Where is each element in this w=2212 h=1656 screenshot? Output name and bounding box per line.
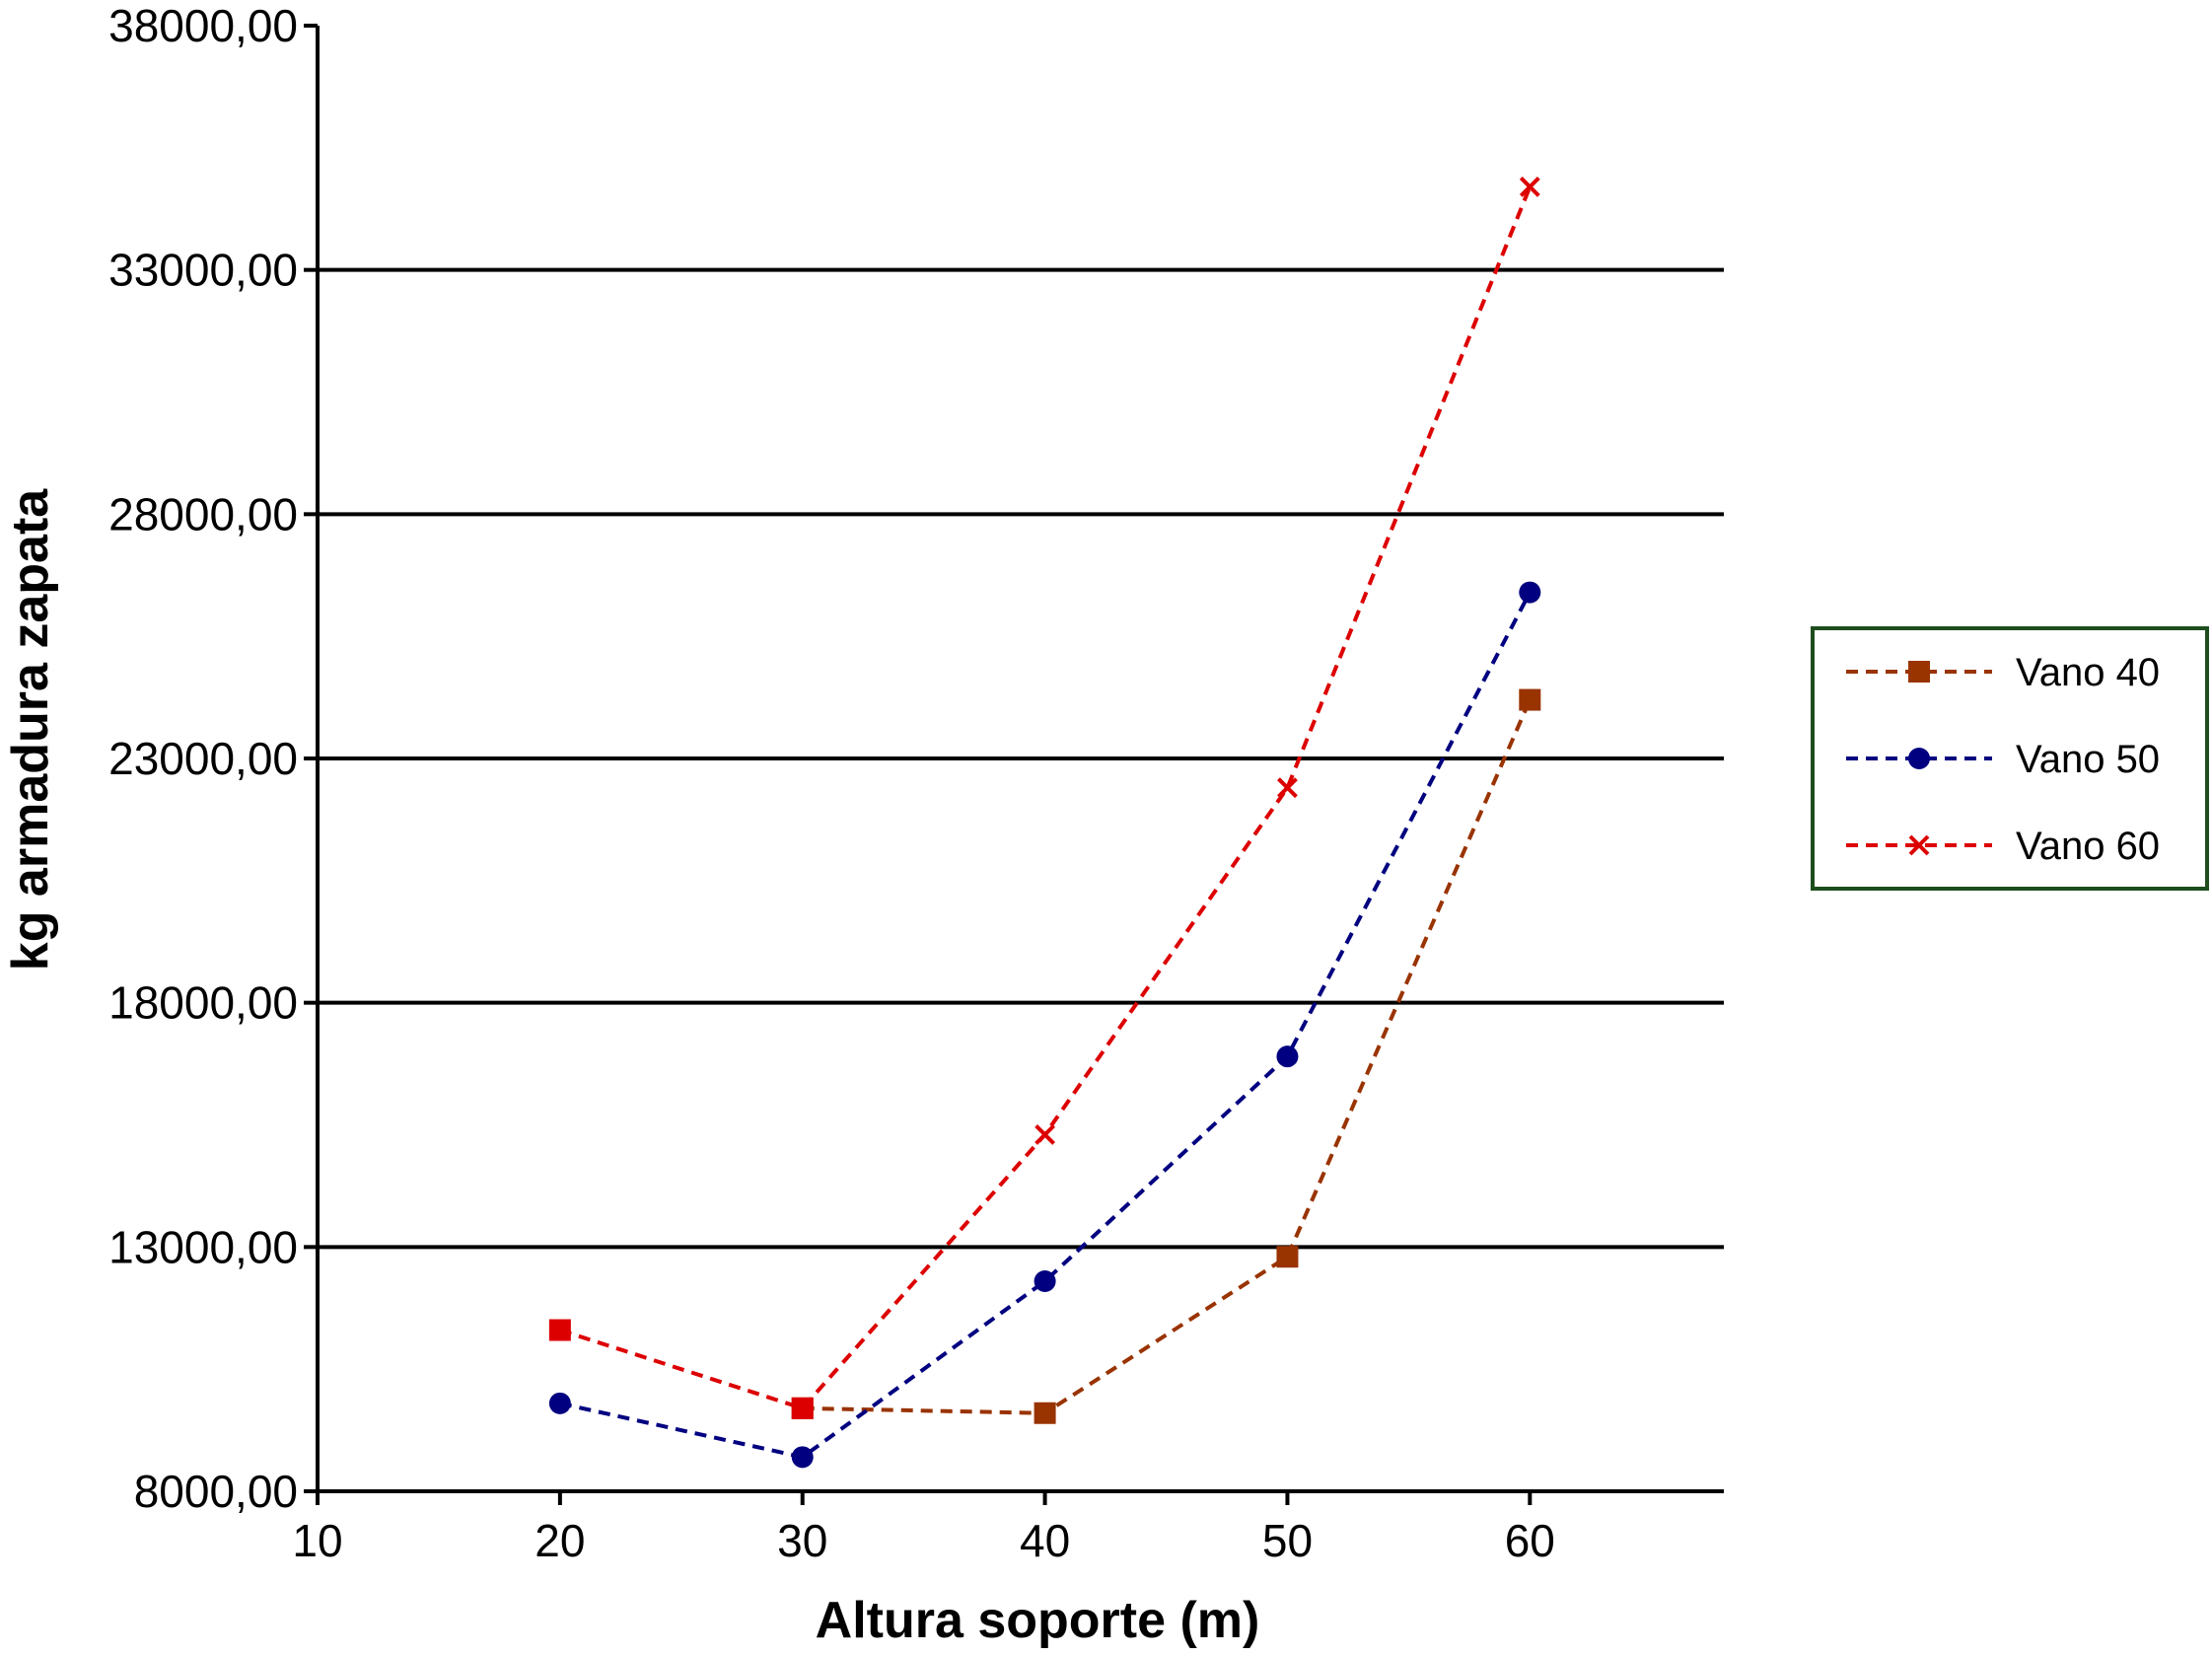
- x-tick-label: 60: [1505, 1515, 1555, 1566]
- y-tick-label: 38000,00: [108, 0, 298, 51]
- series-line-vano-40: [802, 698, 1533, 1415]
- data-point-vano-50: [548, 1392, 571, 1414]
- y-tick-label: 33000,00: [108, 245, 298, 296]
- axes: 8000,00 13000,00 18000,00 23000,00 28000,00 3…: [108, 0, 1724, 1566]
- legend-item-vano-60: Vano 60: [1846, 825, 2160, 868]
- x-tick-label: 40: [1020, 1515, 1070, 1566]
- data-point-vano-60: [1519, 177, 1540, 197]
- y-tick-label: 28000,00: [108, 488, 298, 540]
- y-tick-label: 18000,00: [108, 977, 298, 1029]
- x-tick-label: 30: [777, 1515, 827, 1566]
- x-axis-title: Altura soporte (m): [816, 1592, 1260, 1649]
- data-point-vano-40: [1519, 688, 1541, 711]
- legend-box: [1811, 626, 2209, 891]
- legend-marker: [1908, 748, 1930, 769]
- x-tick-label: 50: [1262, 1515, 1313, 1566]
- data-point-vano-60-square: [548, 1319, 571, 1341]
- legend-label: Vano 50: [2016, 738, 2160, 781]
- legend-marker: [1908, 834, 1930, 856]
- data-point-vano-40: [1276, 1246, 1299, 1268]
- data-point-vano-60: [1277, 777, 1298, 799]
- data-point-vano-40: [1034, 1402, 1056, 1424]
- legend-label: Vano 60: [2016, 825, 2160, 868]
- y-axis-title: kg armadura zapata: [2, 488, 59, 971]
- legend: Vano 40 Vano 50 Vano 60: [1811, 626, 2209, 891]
- x-tick-label: 10: [292, 1515, 342, 1566]
- legend-item-vano-50: Vano 50: [1846, 738, 2160, 781]
- data-point-vano-50: [791, 1446, 814, 1469]
- data-point-vano-50: [1276, 1045, 1299, 1068]
- y-tick-label: 13000,00: [108, 1221, 298, 1272]
- gridlines: [318, 267, 1724, 1250]
- x-tick-label: 20: [535, 1515, 585, 1566]
- series-layer: [548, 177, 1541, 1469]
- legend-label: Vano 40: [2016, 651, 2160, 694]
- data-point-vano-60: [1035, 1123, 1056, 1145]
- series-line-vano-50: [559, 591, 1533, 1460]
- legend-item-vano-40: Vano 40: [1846, 651, 2160, 694]
- y-tick-label: 8000,00: [134, 1466, 298, 1517]
- data-point-vano-60-square: [791, 1397, 814, 1419]
- data-point-vano-50: [1034, 1270, 1056, 1293]
- legend-marker: [1908, 661, 1930, 683]
- data-point-vano-50: [1519, 581, 1541, 604]
- series-line-vano-60: [559, 185, 1533, 1411]
- y-tick-label: 23000,00: [108, 733, 298, 784]
